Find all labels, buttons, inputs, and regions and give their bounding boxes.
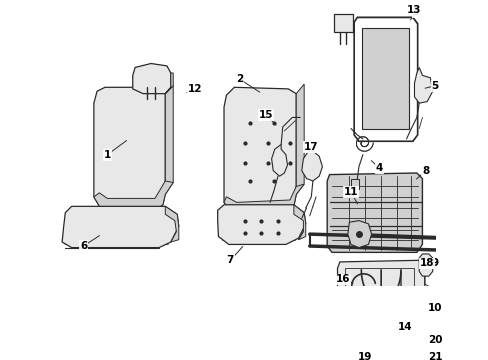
Polygon shape (347, 221, 371, 248)
Polygon shape (345, 268, 414, 327)
Polygon shape (296, 84, 304, 194)
Polygon shape (165, 86, 173, 194)
Polygon shape (94, 87, 165, 210)
Polygon shape (94, 181, 173, 210)
Polygon shape (361, 28, 408, 129)
Text: 8: 8 (421, 166, 428, 176)
Text: 9: 9 (431, 258, 438, 269)
Text: 11: 11 (343, 187, 358, 197)
Polygon shape (293, 205, 305, 240)
Text: 10: 10 (427, 303, 442, 313)
Text: 15: 15 (258, 110, 273, 120)
Text: 12: 12 (187, 84, 202, 94)
Polygon shape (414, 67, 432, 103)
Polygon shape (224, 87, 296, 213)
Polygon shape (337, 260, 424, 335)
Text: 7: 7 (226, 255, 234, 265)
Polygon shape (165, 206, 179, 242)
Polygon shape (301, 149, 322, 181)
Text: 17: 17 (304, 142, 318, 152)
Polygon shape (350, 179, 358, 189)
Text: 4: 4 (375, 163, 383, 173)
Polygon shape (271, 144, 287, 176)
Polygon shape (414, 327, 428, 345)
Text: 21: 21 (427, 352, 442, 360)
Text: 1: 1 (103, 150, 111, 160)
Text: 2: 2 (236, 75, 243, 84)
Polygon shape (217, 205, 305, 244)
Polygon shape (165, 73, 173, 94)
Text: 13: 13 (407, 5, 421, 14)
Polygon shape (326, 173, 422, 252)
Text: 6: 6 (80, 241, 87, 251)
Polygon shape (353, 321, 380, 340)
Text: 16: 16 (335, 274, 349, 284)
Polygon shape (224, 184, 304, 213)
Text: 20: 20 (427, 335, 442, 345)
Polygon shape (414, 292, 433, 316)
Text: 19: 19 (357, 352, 372, 360)
Polygon shape (333, 14, 353, 32)
Polygon shape (132, 63, 170, 94)
Text: 5: 5 (430, 81, 438, 91)
Text: 14: 14 (397, 322, 411, 332)
Polygon shape (353, 17, 417, 141)
Polygon shape (404, 349, 432, 359)
Text: 3: 3 (411, 7, 419, 17)
Text: 18: 18 (419, 258, 433, 269)
Polygon shape (62, 206, 179, 248)
Polygon shape (418, 254, 432, 276)
